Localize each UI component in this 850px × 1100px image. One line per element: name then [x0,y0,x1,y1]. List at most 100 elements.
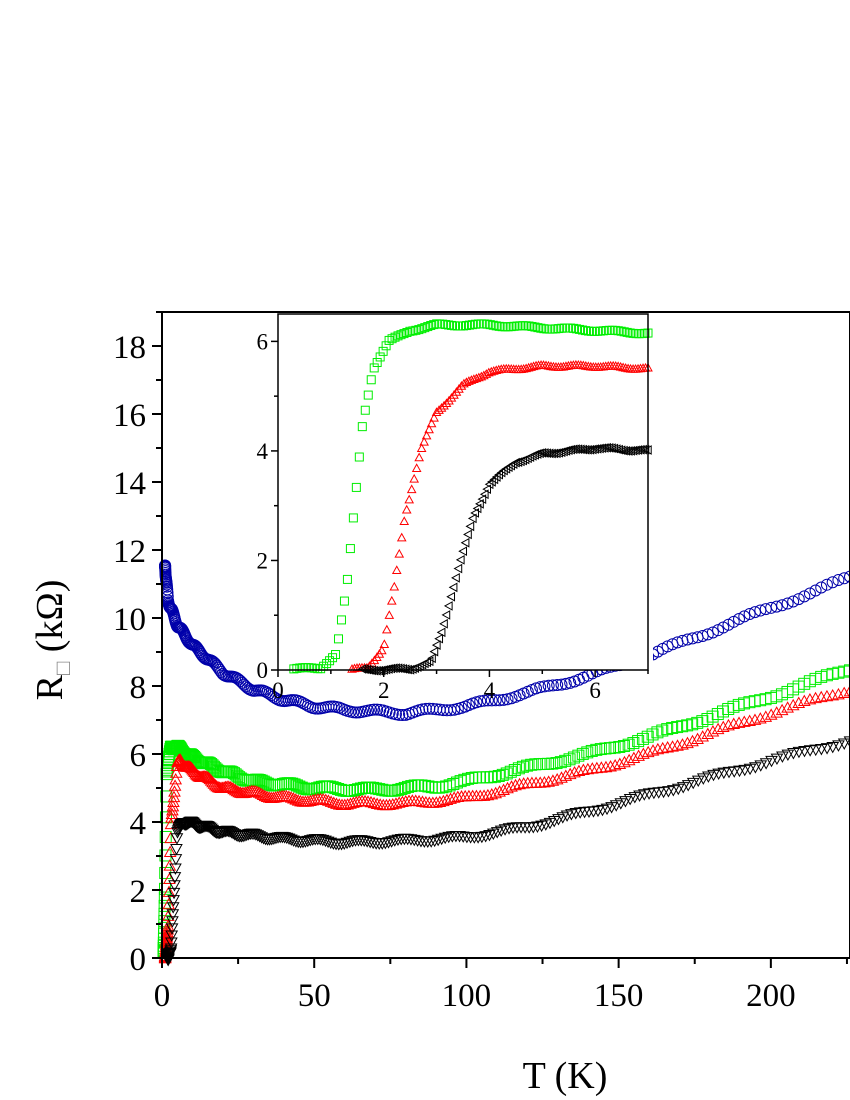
main-data-point [617,740,630,753]
main-data-point [209,657,222,670]
main-data-point [701,628,714,641]
main-data-point [163,859,177,871]
main-data-point [764,708,778,720]
main-data-point [759,710,773,722]
inset-data-point [381,341,391,351]
main-data-point [165,930,179,942]
main-data-point [581,746,594,759]
main-y-tick-label: 8 [130,670,147,706]
inset-y-tick-label: 6 [257,329,269,354]
inset-data-point [351,482,361,492]
inset-data-point [414,452,425,462]
main-data-point [324,837,338,850]
inset-x-tick-label: 6 [589,678,601,703]
main-data-point [551,679,564,692]
inset-data-point [485,320,495,330]
main-data-point [572,749,585,762]
main-data-point [321,836,335,849]
inset-data-point [533,323,543,333]
main-data-point [577,763,590,775]
main-data-point [322,794,335,806]
main-data-point [267,833,281,845]
main-data-point [260,790,274,803]
main-data-point [324,795,338,807]
main-x-tick-label: 150 [594,978,644,1014]
main-data-point [509,778,522,791]
inset-plot-marks [289,319,653,676]
inset-data-point [429,412,439,422]
inset-data-point [585,444,595,455]
main-y-tick-label: 12 [113,534,146,570]
main-data-point [344,797,357,809]
main-data-point [442,831,456,844]
main-data-point [350,706,363,719]
inset-data-point [444,395,454,405]
main-data-point [681,736,694,749]
main-data-point [781,749,795,762]
main-data-point [706,626,719,639]
main-data-point [405,780,418,793]
main-data-point [498,824,512,836]
inset-data-point [467,513,477,524]
main-data-point [567,751,580,764]
inset-data-point [441,610,451,620]
main-data-point [798,590,811,603]
inset-data-point [602,442,611,453]
main-data-point [494,825,508,838]
inset-data-point [436,402,447,412]
main-data-point [263,687,276,700]
main-data-point [608,758,622,771]
main-data-point [568,766,581,778]
main-data-point [590,743,603,756]
main-data-point [165,811,178,823]
main-data-point [765,755,778,768]
main-data-point [265,834,279,846]
main-data-point [341,798,354,810]
main-data-point [502,823,516,835]
main-data-point [743,608,756,621]
main-data-point [604,760,617,772]
main-data-point [236,830,250,843]
main-data-point [479,831,493,843]
main-data-point [608,741,621,754]
main-data-point [447,791,461,803]
main-data-point [743,763,757,776]
inset-data-point [628,445,638,456]
main-data-point [641,745,655,758]
main-data-point [466,789,480,802]
inset-data-point [399,329,409,339]
inset-data-point [592,443,602,454]
main-data-point [301,795,315,807]
main-data-point [546,757,559,770]
main-data-point [368,703,381,716]
main-data-point [161,925,174,938]
inset-data-point [401,504,412,514]
inset-data-point [357,664,367,674]
inset-x-tick-label: 0 [272,678,284,703]
main-data-point [373,783,386,796]
inset-data-point [463,529,472,540]
main-data-point [803,587,816,600]
inset-data-point [379,639,390,649]
main-data-point [399,794,413,807]
main-data-point [533,758,546,771]
main-data-point [166,902,180,914]
inset-series-2 [357,442,652,676]
main-data-point [487,828,500,841]
main-data-point [559,754,572,767]
main-data-point [298,782,311,795]
main-data-point [748,606,761,619]
main-data-point [248,784,262,797]
inset-data-point [575,324,585,334]
main-data-point [158,899,171,912]
inset-data-point [470,508,480,518]
inset-data-point [431,640,441,650]
inset-frame [277,313,649,671]
inset-series-0 [289,319,653,674]
main-data-point [496,768,509,781]
inset-data-point [389,581,400,591]
y-axis-title-subscript: □ [50,662,75,675]
main-data-point [534,681,547,694]
main-data-point [169,766,183,778]
main-data-point [632,749,645,761]
